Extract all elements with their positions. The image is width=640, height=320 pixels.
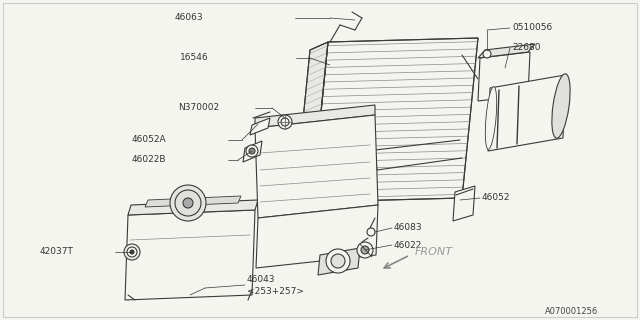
Polygon shape bbox=[294, 42, 328, 210]
Text: FRONT: FRONT bbox=[415, 247, 453, 257]
Polygon shape bbox=[255, 105, 375, 128]
Polygon shape bbox=[243, 141, 262, 162]
Polygon shape bbox=[250, 118, 270, 135]
Circle shape bbox=[183, 198, 193, 208]
Polygon shape bbox=[125, 210, 255, 300]
Polygon shape bbox=[318, 248, 360, 275]
Text: 42037T: 42037T bbox=[40, 247, 74, 257]
Polygon shape bbox=[488, 75, 565, 151]
Text: 46022B: 46022B bbox=[132, 156, 166, 164]
Polygon shape bbox=[478, 44, 535, 58]
Text: 0510056: 0510056 bbox=[512, 23, 552, 33]
Polygon shape bbox=[478, 52, 530, 101]
Ellipse shape bbox=[552, 74, 570, 138]
Polygon shape bbox=[255, 115, 378, 218]
Ellipse shape bbox=[485, 87, 497, 149]
Text: 46022: 46022 bbox=[394, 241, 422, 250]
Circle shape bbox=[246, 145, 258, 157]
Circle shape bbox=[170, 185, 206, 221]
Circle shape bbox=[127, 247, 137, 257]
Circle shape bbox=[130, 250, 134, 254]
Circle shape bbox=[326, 249, 350, 273]
Polygon shape bbox=[453, 186, 475, 221]
Text: 46083: 46083 bbox=[394, 223, 422, 233]
Polygon shape bbox=[312, 38, 478, 202]
Circle shape bbox=[175, 190, 201, 216]
Circle shape bbox=[331, 254, 345, 268]
Circle shape bbox=[124, 244, 140, 260]
Text: 46052: 46052 bbox=[482, 194, 511, 203]
Text: 46043: 46043 bbox=[247, 276, 275, 284]
Circle shape bbox=[361, 246, 369, 254]
Text: 22680: 22680 bbox=[512, 44, 541, 52]
Text: <253+257>: <253+257> bbox=[247, 287, 304, 297]
Polygon shape bbox=[128, 200, 258, 215]
Circle shape bbox=[278, 115, 292, 129]
Text: 46052A: 46052A bbox=[132, 135, 166, 145]
Text: A070001256: A070001256 bbox=[545, 308, 598, 316]
Text: N370002: N370002 bbox=[178, 103, 219, 113]
Circle shape bbox=[281, 118, 289, 126]
Circle shape bbox=[483, 50, 491, 58]
Text: 46063: 46063 bbox=[175, 13, 204, 22]
Text: 16546: 16546 bbox=[180, 53, 209, 62]
Circle shape bbox=[357, 242, 373, 258]
Circle shape bbox=[249, 148, 255, 154]
Polygon shape bbox=[256, 205, 378, 268]
Polygon shape bbox=[145, 196, 241, 207]
Circle shape bbox=[367, 228, 375, 236]
